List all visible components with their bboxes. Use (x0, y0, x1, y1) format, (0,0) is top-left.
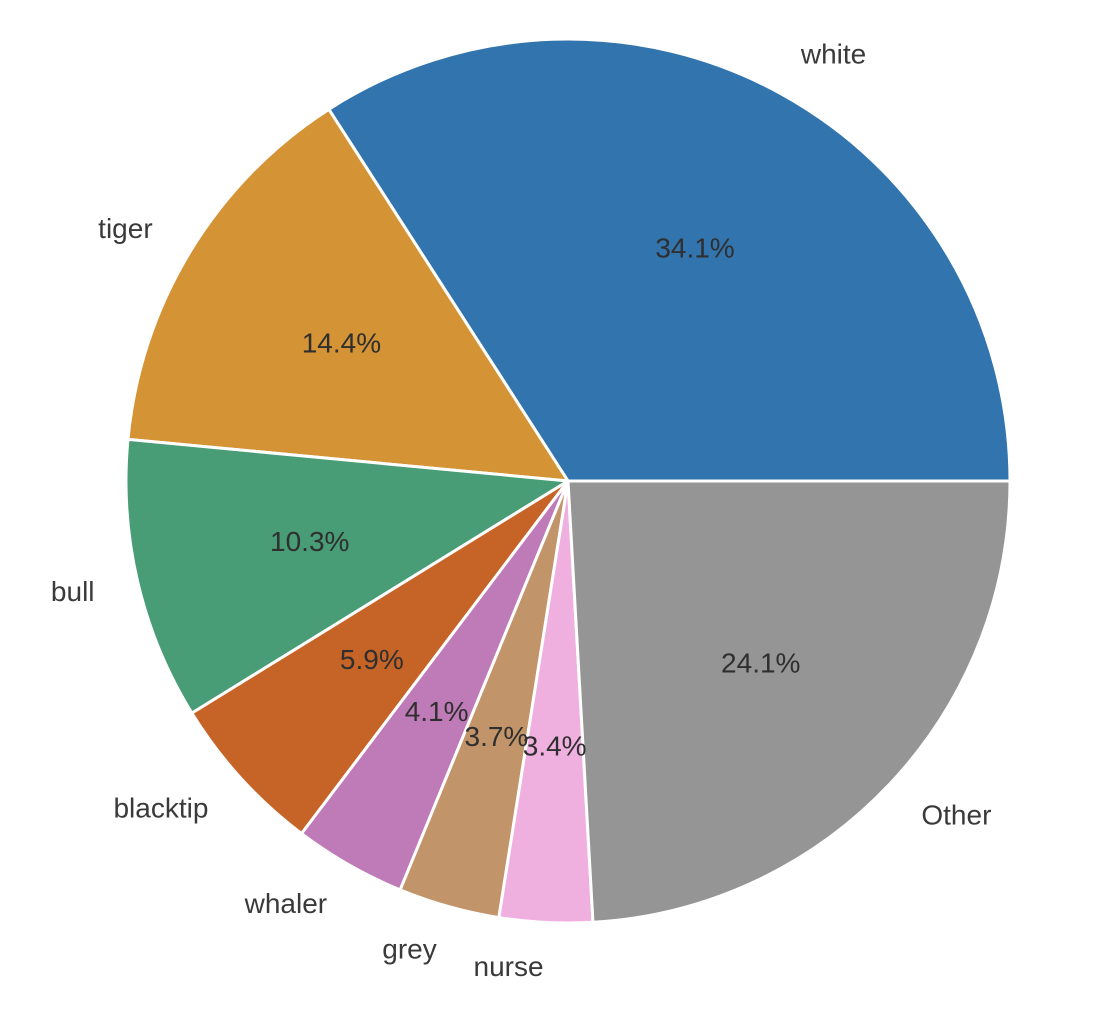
category-label-nurse: nurse (474, 951, 544, 982)
category-label-blacktip: blacktip (113, 793, 208, 824)
percent-label-white: 34.1% (655, 233, 734, 264)
pie-slice-bull (124, 437, 570, 715)
percent-labels: 34.1% 14.4% 10.3% 5.9%4.1%3.7%3.4% 24.1% (270, 233, 800, 762)
pie-slices (124, 37, 1012, 925)
percent-label-nurse: 3.4% (523, 730, 587, 761)
percent-label-other: 24.1% (721, 648, 800, 679)
percent-label-blacktip: 5.9% (340, 644, 404, 675)
category-label-grey: grey (382, 934, 436, 965)
pie-slice-tiger (126, 107, 570, 483)
percent-label-bull: 10.3% (270, 526, 349, 557)
category-labels: white tiger bull blacktip whaler grey nurse Oth… (51, 39, 991, 982)
category-label-other: Other (921, 799, 991, 830)
pie-slice-blacktip (190, 479, 570, 836)
category-label-bull: bull (51, 576, 95, 607)
percent-label-tiger: 14.4% (302, 328, 381, 359)
category-label-tiger: tiger (98, 213, 152, 244)
percent-label-grey: 3.7% (465, 721, 529, 752)
category-label-whaler: whaler (244, 888, 327, 919)
percent-label-whaler: 4.1% (405, 696, 469, 727)
pie-slice-other (566, 479, 1012, 924)
pie-slice-white (327, 37, 1012, 483)
category-label-white: white (800, 39, 866, 70)
